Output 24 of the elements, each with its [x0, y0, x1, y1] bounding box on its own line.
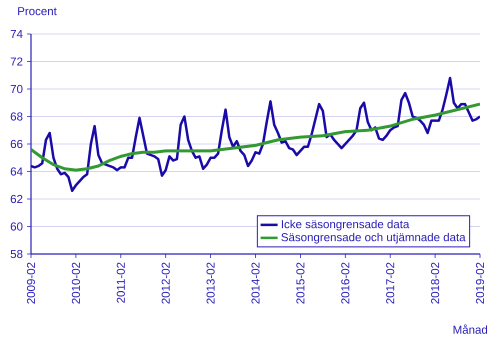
y-tick-label: 66: [10, 140, 22, 148]
x-tick-label: 2018-02: [431, 262, 440, 304]
x-tick-label: 2015-02: [296, 262, 304, 304]
x-tick-label: 2017-02: [386, 262, 394, 304]
legend-label: Säsongrensade och utjämnade data: [281, 232, 466, 244]
y-tick-label: 70: [10, 84, 23, 94]
x-tick-label: 2010-02: [72, 262, 80, 304]
y-tick-label: 72: [10, 57, 22, 66]
y-tick-label: 64: [10, 167, 23, 176]
y-tick-label: 74: [10, 30, 23, 38]
x-tick-label: 2014-02: [251, 262, 260, 304]
y-tick-label: 60: [10, 222, 23, 231]
legend-label: Icke säsongrensade data: [282, 220, 410, 231]
x-tick-label: 2012-02: [162, 262, 170, 304]
x-tick-label: 2013-02: [206, 262, 215, 304]
x-tick-label: 2016-02: [341, 262, 350, 304]
x-tick-label: 2019-02: [476, 262, 484, 304]
y-tick-label: 62: [10, 194, 22, 204]
y-axis-title: Procent: [18, 7, 57, 16]
y-tick-label: 58: [10, 250, 22, 258]
x-tick-label: 2009-02: [26, 262, 36, 304]
y-tick-label: 68: [10, 112, 22, 121]
x-tick-label: 2011-02: [116, 262, 125, 303]
x-axis-title: Månad: [454, 324, 488, 334]
